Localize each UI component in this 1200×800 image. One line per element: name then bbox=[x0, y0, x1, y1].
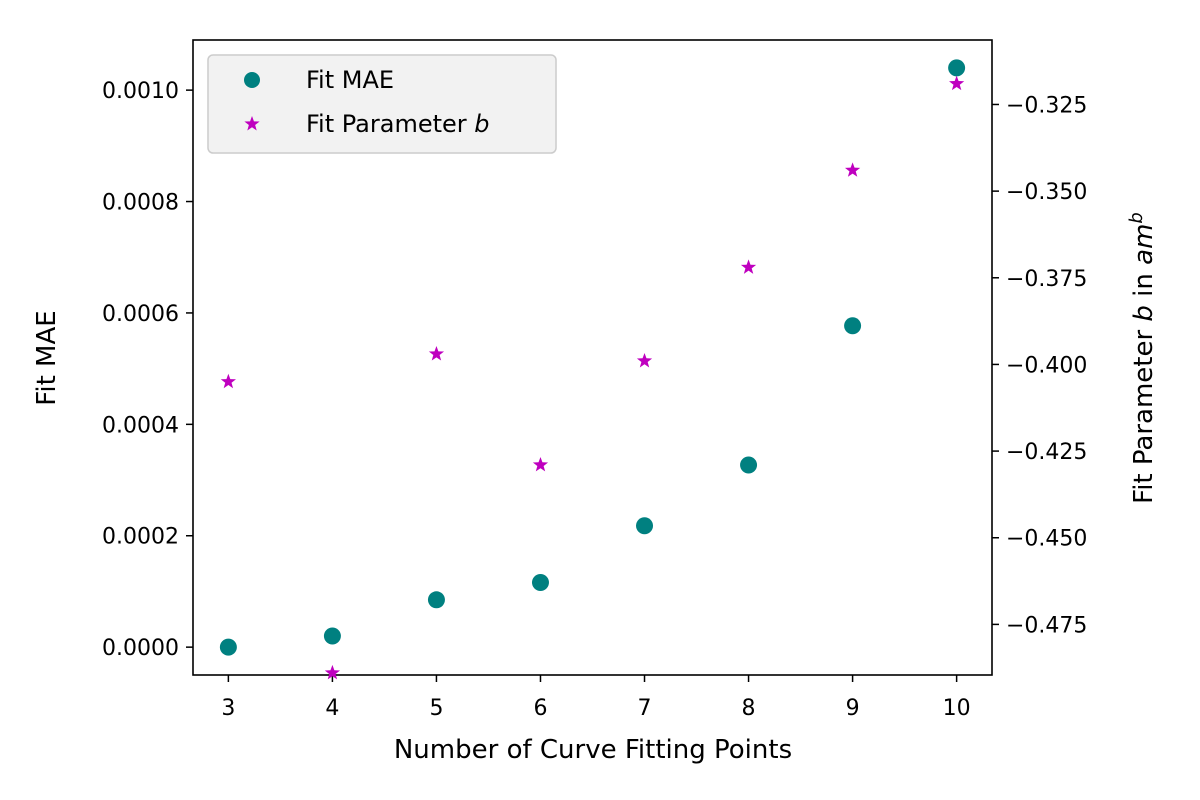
left-y-tick-label: 0.0008 bbox=[102, 191, 179, 216]
x-tick-label: 8 bbox=[742, 696, 756, 721]
right-y-axis-title: Fit Parameter b in amb bbox=[1126, 212, 1159, 504]
x-axis-title: Number of Curve Fitting Points bbox=[394, 735, 792, 765]
x-tick-label: 5 bbox=[429, 696, 443, 721]
left-y-tick-label: 0.0002 bbox=[102, 525, 179, 550]
right-y-tick-label: −0.475 bbox=[1006, 613, 1087, 638]
legend-box bbox=[207, 54, 557, 154]
fit-parameter-b-point bbox=[324, 664, 341, 680]
fit-mae-point bbox=[323, 627, 341, 645]
right-y-tick-label: −0.375 bbox=[1006, 267, 1087, 292]
legend: Fit MAE Fit Parameter b bbox=[207, 54, 557, 154]
left-y-tick-label: 0.0010 bbox=[102, 79, 179, 104]
fit-mae-point bbox=[740, 456, 758, 474]
x-tick-label: 4 bbox=[325, 696, 339, 721]
right-y-tick-label: −0.425 bbox=[1006, 440, 1087, 465]
x-tick-label: 3 bbox=[221, 696, 235, 721]
fit-parameter-b-point bbox=[949, 75, 965, 91]
fit-parameter-b-point bbox=[220, 373, 236, 389]
legend-label-fit-mae: Fit MAE bbox=[306, 66, 394, 94]
legend-label-fit-parameter-b: Fit Parameter b bbox=[306, 110, 490, 138]
left-y-axis: 0.0000 0.0002 0.0004 0.0006 0.0008 0.0010 bbox=[102, 79, 193, 661]
fit-mae-point bbox=[636, 517, 654, 535]
right-y-axis: −0.475 −0.450 −0.425 −0.400 −0.375 −0.350 −0.3… bbox=[992, 93, 1087, 638]
left-y-tick-label: 0.0004 bbox=[102, 413, 179, 438]
right-y-tick-label: −0.325 bbox=[1006, 93, 1087, 118]
right-y-tick-label: −0.350 bbox=[1006, 180, 1087, 205]
fit-mae-point bbox=[427, 591, 445, 609]
fit-mae-point bbox=[531, 574, 549, 592]
legend-marker-fit-parameter-b bbox=[244, 116, 260, 131]
x-tick-label: 10 bbox=[943, 696, 971, 721]
fit-parameter-b-point bbox=[428, 346, 445, 361]
x-tick-label: 7 bbox=[638, 696, 652, 721]
left-y-tick-label: 0.0000 bbox=[102, 636, 179, 661]
x-axis: 3 4 5 6 7 8 9 10 bbox=[221, 675, 971, 721]
fit-parameter-b-point bbox=[740, 259, 757, 274]
fit-mae-point bbox=[948, 59, 966, 77]
fit-parameter-b-point bbox=[532, 456, 549, 472]
fit-mae-point bbox=[219, 638, 237, 656]
left-y-tick-label: 0.0006 bbox=[102, 302, 179, 327]
x-tick-label: 6 bbox=[533, 696, 547, 721]
left-y-axis-title: Fit MAE bbox=[32, 310, 62, 405]
right-y-tick-label: −0.450 bbox=[1006, 527, 1087, 552]
data-marks bbox=[219, 59, 966, 680]
legend-marker-fit-mae bbox=[244, 72, 260, 88]
fit-parameter-b-point bbox=[844, 162, 861, 177]
fit-mae-point bbox=[844, 317, 862, 335]
fit-parameter-b-point bbox=[636, 352, 653, 368]
x-tick-label: 9 bbox=[846, 696, 860, 721]
right-y-tick-label: −0.400 bbox=[1006, 353, 1087, 378]
